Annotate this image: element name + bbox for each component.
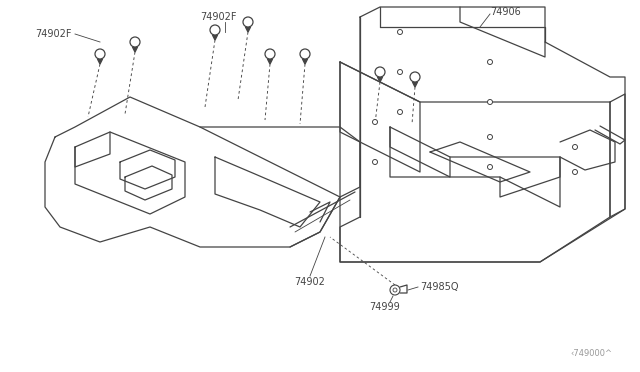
- Polygon shape: [246, 27, 250, 32]
- Circle shape: [210, 25, 220, 35]
- Circle shape: [410, 72, 420, 82]
- Text: 74985Q: 74985Q: [420, 282, 458, 292]
- Circle shape: [573, 170, 577, 174]
- Polygon shape: [378, 77, 383, 82]
- Polygon shape: [303, 59, 307, 64]
- Circle shape: [372, 160, 378, 164]
- Circle shape: [393, 288, 397, 292]
- Polygon shape: [212, 35, 218, 40]
- Text: 74902: 74902: [294, 277, 325, 287]
- Circle shape: [265, 49, 275, 59]
- Circle shape: [573, 144, 577, 150]
- Circle shape: [397, 70, 403, 74]
- Text: ‹749000^: ‹749000^: [570, 350, 612, 359]
- Circle shape: [300, 49, 310, 59]
- Circle shape: [372, 119, 378, 125]
- Circle shape: [390, 285, 400, 295]
- Circle shape: [95, 49, 105, 59]
- Circle shape: [488, 60, 493, 64]
- Circle shape: [488, 99, 493, 105]
- Circle shape: [488, 164, 493, 170]
- Polygon shape: [413, 82, 417, 87]
- Circle shape: [488, 135, 493, 140]
- Polygon shape: [132, 47, 138, 52]
- Polygon shape: [268, 59, 273, 64]
- Circle shape: [397, 109, 403, 115]
- Circle shape: [243, 17, 253, 27]
- Text: 74999: 74999: [370, 302, 401, 312]
- Circle shape: [130, 37, 140, 47]
- Polygon shape: [97, 59, 102, 64]
- Circle shape: [397, 29, 403, 35]
- Text: 74902F: 74902F: [200, 12, 236, 22]
- Text: 74902F: 74902F: [35, 29, 72, 39]
- Text: 74906: 74906: [490, 7, 521, 17]
- Circle shape: [375, 67, 385, 77]
